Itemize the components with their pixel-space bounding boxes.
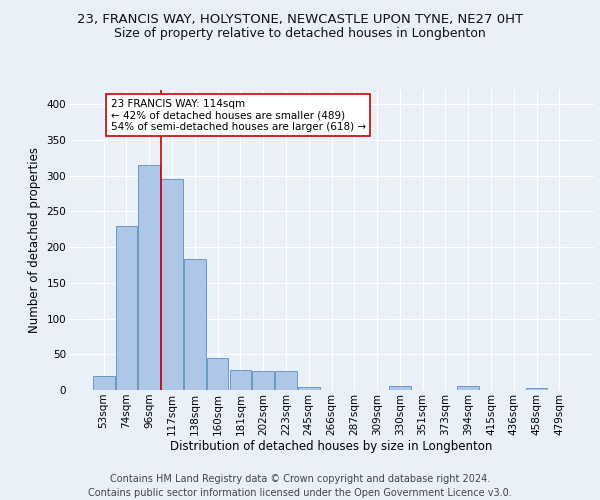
Y-axis label: Number of detached properties: Number of detached properties: [28, 147, 41, 333]
Bar: [161, 180, 183, 390]
Bar: [207, 358, 229, 390]
Text: 23 FRANCIS WAY: 114sqm
← 42% of detached houses are smaller (489)
54% of semi-de: 23 FRANCIS WAY: 114sqm ← 42% of detached…: [110, 98, 365, 132]
Bar: [389, 386, 410, 390]
Bar: [526, 388, 547, 390]
Bar: [116, 226, 137, 390]
Bar: [298, 387, 320, 390]
Bar: [457, 386, 479, 390]
Bar: [230, 370, 251, 390]
Bar: [184, 260, 206, 390]
Bar: [139, 165, 160, 390]
Bar: [93, 376, 115, 390]
Text: Size of property relative to detached houses in Longbenton: Size of property relative to detached ho…: [114, 28, 486, 40]
Text: 23, FRANCIS WAY, HOLYSTONE, NEWCASTLE UPON TYNE, NE27 0HT: 23, FRANCIS WAY, HOLYSTONE, NEWCASTLE UP…: [77, 12, 523, 26]
Bar: [275, 370, 297, 390]
X-axis label: Distribution of detached houses by size in Longbenton: Distribution of detached houses by size …: [170, 440, 493, 454]
Text: Contains HM Land Registry data © Crown copyright and database right 2024.
Contai: Contains HM Land Registry data © Crown c…: [88, 474, 512, 498]
Bar: [253, 370, 274, 390]
